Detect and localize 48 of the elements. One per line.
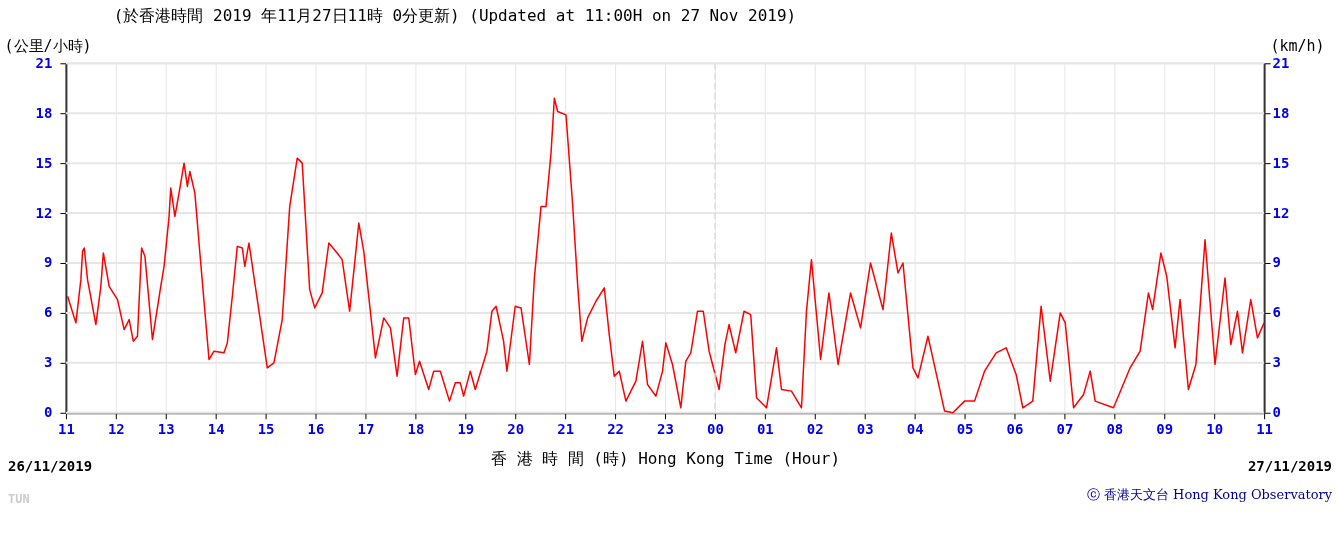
y2-tick-label: 9 xyxy=(1272,254,1282,271)
y2-tick-label: 0 xyxy=(1272,404,1282,421)
y-tick-label: 6 xyxy=(44,304,53,321)
y-tick-label: 21 xyxy=(35,54,53,71)
text: 27/11/2019 xyxy=(1247,457,1333,474)
x-tick-label: 13 xyxy=(157,421,175,438)
x-axis-title: 香 港 時 間 (時) Hong Kong Time (Hour) xyxy=(490,449,841,469)
x-tick-label: 11 xyxy=(57,421,75,438)
x-tick-label: 02 xyxy=(806,421,824,438)
y2-tick-label: 21 xyxy=(1272,54,1290,71)
y2-tick-label: 15 xyxy=(1272,154,1290,171)
x-tick-label: 10 xyxy=(1206,421,1224,438)
x-tick-label: 16 xyxy=(307,421,325,438)
y2-tick-label: 12 xyxy=(1272,204,1290,221)
y2-tick-label: 3 xyxy=(1272,354,1282,371)
y-tick-label: 12 xyxy=(35,204,53,221)
x-tick-label: 01 xyxy=(756,421,774,438)
text: ⓒ 香港天文台 Hong Kong Observatory xyxy=(1086,486,1333,502)
x-tick-label: 00 xyxy=(707,421,724,438)
y-tick-label: 18 xyxy=(35,104,53,121)
y-tick-label: 15 xyxy=(35,154,53,171)
chart-title: (於香港時間 2019 年11月27日11時 0分更新) (Updated at 11:00H on 27 Nov 2019) xyxy=(113,6,797,26)
x-tick-label: 12 xyxy=(107,421,125,438)
x-tick-label: 09 xyxy=(1156,421,1174,438)
y-tick-label: 0 xyxy=(44,404,53,421)
x-tick-label: 17 xyxy=(357,421,375,438)
x-tick-label: 23 xyxy=(657,421,674,438)
x-tick-label: 11 xyxy=(1256,421,1274,438)
x-tick-label: 03 xyxy=(856,421,874,438)
y2-axis-title: (km/h) xyxy=(1270,36,1325,55)
x-tick-label: 20 xyxy=(507,421,525,438)
x-tick-label: 21 xyxy=(557,421,575,438)
y-tick-label: 3 xyxy=(44,354,53,371)
x-tick-label: 15 xyxy=(257,421,275,438)
y-axis-title: (公里/小時) xyxy=(4,36,92,55)
x-tick-label: 19 xyxy=(457,421,475,438)
y-tick-label: 9 xyxy=(44,254,53,271)
x-tick-label: 07 xyxy=(1056,421,1074,438)
y2-tick-label: 6 xyxy=(1272,304,1282,321)
x-tick-label: 04 xyxy=(906,421,924,438)
x-tick-label: 05 xyxy=(956,421,974,438)
x-tick-label: 08 xyxy=(1106,421,1124,438)
x-tick-label: 22 xyxy=(607,421,624,438)
x-tick-label: 18 xyxy=(407,421,425,438)
y2-tick-label: 18 xyxy=(1272,104,1290,121)
text: 26/11/2019 xyxy=(7,457,93,474)
x-tick-label: 06 xyxy=(1006,421,1024,438)
x-tick-label: 14 xyxy=(207,421,225,438)
